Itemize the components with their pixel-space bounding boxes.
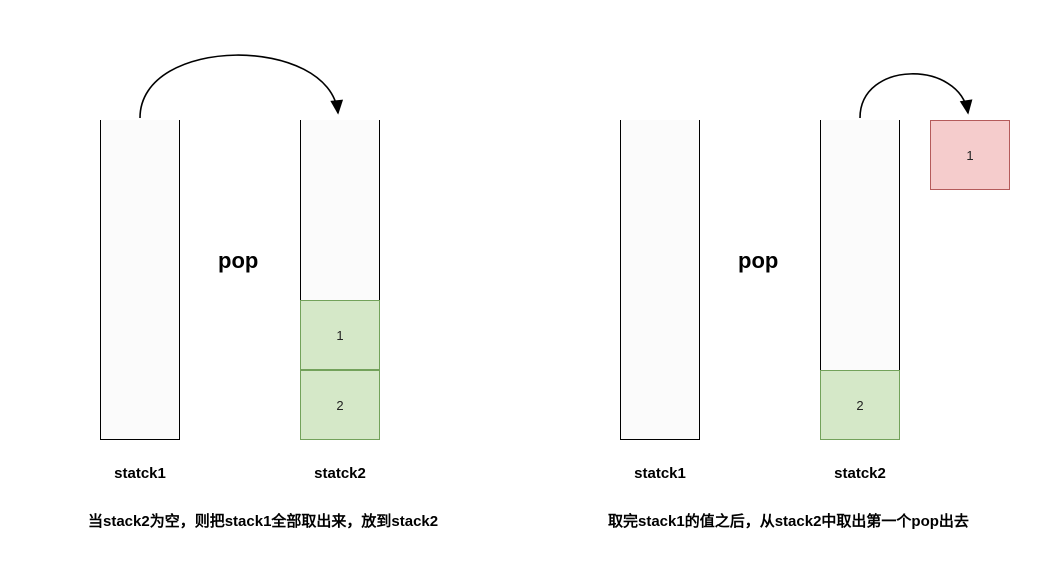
stack2-cell: 1: [300, 300, 380, 370]
cell-value: 2: [336, 398, 343, 413]
stack2-label: statck2: [820, 465, 900, 482]
stack2-cell: 2: [820, 370, 900, 440]
stack2-cell: 2: [300, 370, 380, 440]
panel-left: statck1 pop 1 2 statck2 当stack2为空，则把stac…: [40, 0, 510, 568]
op-label: pop: [738, 248, 778, 274]
stack1: [100, 120, 180, 440]
stack1-label: statck1: [620, 465, 700, 482]
panel-caption: 取完stack1的值之后，从stack2中取出第一个pop出去: [608, 510, 969, 531]
stack1-label: statck1: [100, 465, 180, 482]
stack2-label: statck2: [300, 465, 380, 482]
cell-value: 1: [966, 148, 973, 163]
cell-value: 1: [336, 328, 343, 343]
panel-right: statck1 pop 2 statck2 1 取完stack1的值之后，从st…: [560, 0, 1030, 568]
stack1: [620, 120, 700, 440]
popped-cell: 1: [930, 120, 1010, 190]
cell-value: 2: [856, 398, 863, 413]
op-label: pop: [218, 248, 258, 274]
panel-caption: 当stack2为空，则把stack1全部取出来，放到stack2: [88, 510, 438, 531]
